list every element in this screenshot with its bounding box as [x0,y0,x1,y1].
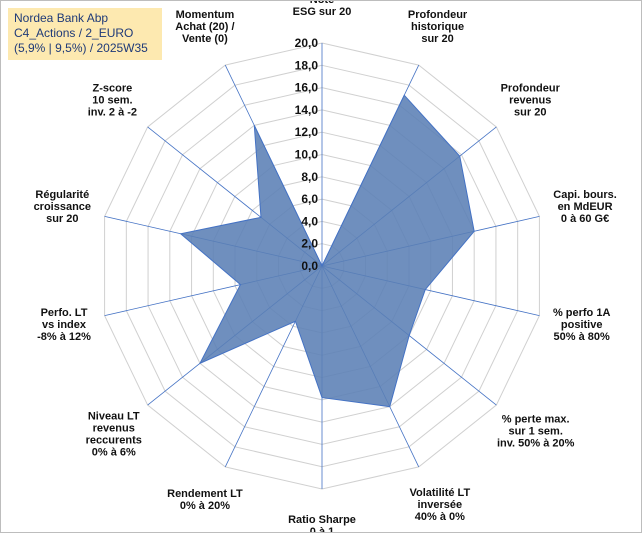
tick-label: 20,0 [295,36,319,50]
tick-label: 14,0 [295,103,319,117]
axis-label: Niveau LT revenus reccurents 0% à 6% [86,411,142,459]
tick-label: 18,0 [295,58,319,72]
tick-label: 10,0 [295,148,319,162]
category-path: C4_Actions / 2_EURO [14,26,134,40]
tick-label: 6,0 [301,192,318,206]
tick-label: 0,0 [301,259,318,273]
axis-label: Régularité croissance sur 20 [34,189,91,225]
axis-label: Profondeur historique sur 20 [408,9,468,45]
axis-label: % perfo 1A positive 50% à 80% [553,307,611,343]
tick-label-layer: 0,0 2,0 4,0 6,0 8,0 10,0 12,0 14,0 16,0 18,0 20,0 [295,36,319,273]
series-layer [179,94,475,408]
yield-and-week: (5,9% | 9,5%) / 2025W35 [14,41,148,55]
axis-label: Ratio Sharpe 0 à 1 [288,514,356,532]
axis-label: Volatilité LT inversée 40% à 0% [409,487,470,523]
series-area [179,94,475,408]
tick-label: 12,0 [295,125,319,139]
axis-label: Momentum Achat (20) / Vente (0) [175,9,234,45]
axis-label: Z-score 10 sem. inv. 2 à -2 [88,83,137,119]
chart-title-box: Nordea Bank Abp C4_Actions / 2_EURO (5,9… [8,8,162,60]
axis-label: Rendement LT 0% à 20% [167,488,243,512]
axis-label: Capi. bours. en MdEUR 0 à 60 G€ [553,189,617,225]
tick-label: 4,0 [301,214,318,228]
axis-label: Profondeur revenus sur 20 [501,83,561,119]
tick-label: 2,0 [301,237,318,251]
tick-label: 16,0 [295,81,319,95]
tick-label: 8,0 [301,170,318,184]
company-name: Nordea Bank Abp [14,11,109,25]
axis-label: NoteESG sur 20 [293,1,352,18]
axis-label: Perfo. LT vs index -8% à 12% [37,307,91,343]
axis-label: % perte max. sur 1 sem. inv. 50% à 20% [497,413,575,449]
